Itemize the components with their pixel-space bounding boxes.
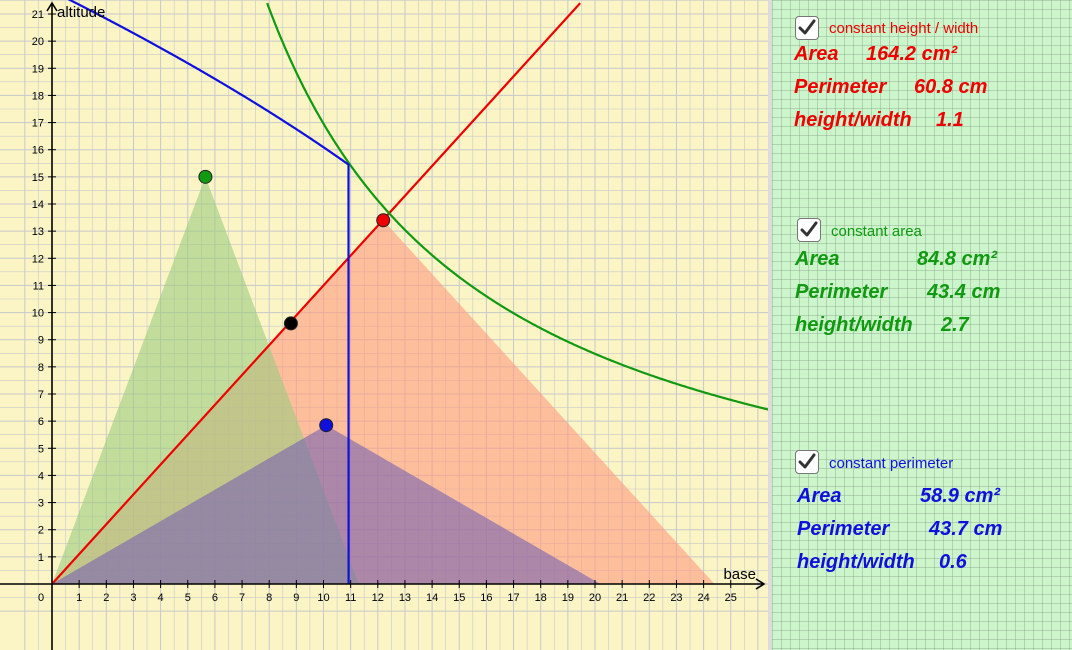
area-value: 84.8 cm² — [917, 248, 998, 270]
constant-ratio-line — [51, 2, 582, 585]
y-tick-label: 5 — [38, 443, 44, 455]
point-constant-height-width[interactable] — [376, 213, 391, 228]
x-tick-label: 13 — [399, 592, 411, 604]
x-axis-arrow — [755, 578, 766, 590]
y-tick-label: 13 — [32, 226, 44, 238]
perimeter-value: 43.4 cm — [927, 281, 1001, 303]
y-tick-label: 21 — [32, 9, 44, 21]
points[interactable] — [198, 169, 391, 433]
point-constant-area[interactable] — [198, 169, 213, 184]
origin-label: 0 — [38, 592, 44, 604]
x-tick-label: 4 — [158, 592, 164, 604]
ratio-value: 1.1 — [936, 109, 964, 131]
area-label: Area — [795, 248, 840, 270]
checkbox-area[interactable] — [797, 218, 821, 242]
y-tick-label: 3 — [38, 498, 44, 510]
checkbox-label-perimeter[interactable]: constant perimeter — [829, 455, 954, 472]
x-tick-label: 1 — [76, 592, 82, 604]
x-tick-label: 5 — [185, 592, 191, 604]
y-tick-label: 17 — [32, 118, 44, 130]
y-tick-label: 14 — [32, 199, 44, 211]
y-tick-label: 18 — [32, 90, 44, 102]
x-tick-label: 7 — [239, 592, 245, 604]
graph-canvas[interactable]: 1 2 3 4 5 6 7 8 9 10 11 12 13 14 15 16 17 18 19 20 21 22 23 24 2… — [0, 0, 768, 650]
y-tick-label: 7 — [38, 389, 44, 401]
area-value: 164.2 cm² — [866, 43, 958, 65]
perimeter-label: Perimeter — [794, 76, 887, 98]
x-tick-label: 10 — [317, 592, 329, 604]
x-tick-label: 11 — [345, 592, 356, 604]
perimeter-value: 60.8 cm — [914, 76, 988, 98]
y-tick-label: 10 — [32, 308, 44, 320]
perimeter-label: Perimeter — [795, 281, 888, 303]
y-tick-label: 1 — [38, 552, 44, 564]
ratio-label: height/width — [794, 109, 912, 131]
x-tick-label: 2 — [103, 592, 109, 604]
triangle-fill — [52, 425, 601, 584]
x-tick-label: 9 — [293, 592, 299, 604]
y-tick-label: 16 — [32, 145, 44, 157]
constant-perimeter-curve — [67, 0, 350, 585]
x-tick-label: 21 — [616, 592, 628, 604]
ratio-label: height/width — [795, 314, 913, 336]
constant-area-curve — [266, 2, 768, 411]
x-tick-label: 8 — [266, 592, 272, 604]
info-panel: constant height / width Area 164.2 cm² P… — [772, 0, 1072, 650]
tick-labels: 1 2 3 4 5 6 7 8 9 10 11 12 13 14 15 16 17 18 19 20 21 22 23 24 2… — [32, 9, 737, 604]
y-tick-label: 15 — [32, 172, 44, 184]
y-tick-label: 19 — [32, 63, 44, 75]
x-tick-label: 16 — [480, 592, 492, 604]
y-axis-arrow — [46, 1, 58, 12]
area-value: 58.9 cm² — [920, 485, 1001, 507]
checkbox-perimeter[interactable] — [795, 450, 819, 474]
x-tick-label: 15 — [453, 592, 465, 604]
x-tick-label: 24 — [697, 592, 709, 604]
ratio-value: 0.6 — [939, 551, 967, 573]
area-label: Area — [794, 43, 839, 65]
perimeter-label: Perimeter — [797, 518, 890, 540]
x-tick-label: 6 — [212, 592, 218, 604]
x-tick-label: 23 — [670, 592, 682, 604]
checkbox-label-height-width[interactable]: constant height / width — [829, 20, 979, 37]
y-tick-label: 9 — [38, 335, 44, 347]
checkmark-icon — [800, 221, 818, 237]
x-tick-label: 22 — [643, 592, 655, 604]
y-tick-label: 2 — [38, 525, 44, 537]
y-tick-label: 8 — [38, 362, 44, 374]
panel-divider — [768, 0, 772, 650]
ratio-value: 2.7 — [941, 314, 969, 336]
y-tick-label: 20 — [32, 36, 44, 48]
x-tick-label: 18 — [535, 592, 547, 604]
curves — [51, 0, 768, 585]
perimeter-value: 43.7 cm — [929, 518, 1003, 540]
x-tick-label: 20 — [589, 592, 601, 604]
checkbox-label-area[interactable]: constant area — [831, 223, 922, 240]
y-tick-label: 11 — [33, 280, 44, 292]
x-axis-label: base — [723, 566, 756, 583]
x-tick-label: 17 — [507, 592, 519, 604]
x-tick-label: 25 — [725, 592, 737, 604]
point-constant-perimeter[interactable] — [319, 418, 334, 433]
y-tick-label: 12 — [32, 253, 44, 265]
y-tick-label: 6 — [38, 416, 44, 428]
y-tick-label: 4 — [38, 470, 44, 482]
area-label: Area — [797, 485, 842, 507]
point-intersection[interactable] — [283, 316, 298, 331]
checkmark-icon — [798, 19, 816, 35]
x-tick-label: 19 — [562, 592, 574, 604]
x-tick-label: 14 — [426, 592, 438, 604]
x-tick-label: 12 — [372, 592, 384, 604]
y-axis-label: altitude — [57, 4, 105, 21]
checkmark-icon — [798, 453, 816, 469]
axes — [0, 1, 766, 650]
ratio-label: height/width — [797, 551, 915, 573]
x-tick-label: 3 — [130, 592, 136, 604]
checkbox-height-width[interactable] — [795, 16, 819, 40]
triangle-fills — [52, 176, 715, 585]
